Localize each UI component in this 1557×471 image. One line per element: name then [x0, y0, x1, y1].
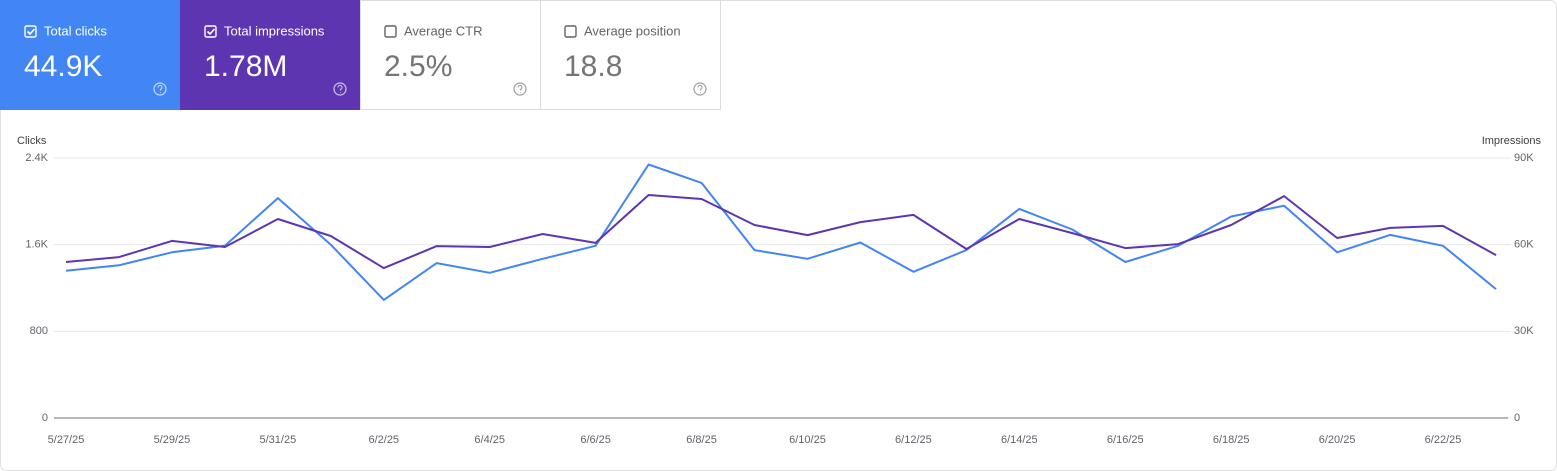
- help-icon-mark: [517, 84, 523, 93]
- help-icon-mark: [697, 84, 703, 93]
- y2-tick-label: 90K: [1514, 152, 1534, 164]
- card-label: Average CTR: [404, 23, 483, 38]
- card-background: [0, 0, 181, 110]
- x-tick-label: 6/6/25: [580, 434, 611, 446]
- help-icon-mark: [337, 84, 343, 93]
- y2-tick-label: 60K: [1514, 239, 1534, 251]
- card-label: Total impressions: [224, 23, 325, 38]
- checkbox: [564, 25, 577, 38]
- series-line: [65, 194, 1497, 270]
- x-tick-label: 6/8/25: [686, 434, 717, 446]
- y-tick-label: 1.6K: [25, 239, 48, 251]
- x-tick-label: 5/31/25: [260, 434, 297, 446]
- x-tick-label: 5/27/25: [48, 434, 85, 446]
- checkbox: [384, 25, 397, 38]
- x-tick-label: 6/18/25: [1213, 434, 1250, 446]
- help-icon: [153, 82, 167, 96]
- card-label: Total clicks: [44, 23, 107, 38]
- card-label: Average position: [584, 23, 681, 38]
- help-icon: [693, 82, 707, 96]
- metric-card[interactable]: Average position 18.8: [540, 0, 721, 110]
- metric-card[interactable]: Average CTR 2.5%: [360, 0, 541, 110]
- card-value: 1.78M: [204, 50, 287, 83]
- x-tick-label: 6/4/25: [474, 434, 505, 446]
- card-value: 18.8: [564, 50, 622, 83]
- x-tick-label: 5/29/25: [154, 434, 191, 446]
- x-tick-label: 6/2/25: [368, 434, 399, 446]
- checkmark: [26, 28, 36, 36]
- x-tick-label: 6/10/25: [789, 434, 826, 446]
- y-tick-label: 2.4K: [25, 152, 48, 164]
- y-tick-label: 0: [42, 412, 48, 424]
- checkmark: [206, 28, 216, 36]
- card-value: 44.9K: [24, 50, 102, 83]
- x-tick-label: 6/12/25: [895, 434, 932, 446]
- y-tick-label: 800: [30, 325, 48, 337]
- card-value: 2.5%: [384, 50, 452, 83]
- x-tick-label: 6/16/25: [1107, 434, 1144, 446]
- y2-tick-label: 0: [1514, 412, 1520, 424]
- x-tick-label: 6/22/25: [1425, 434, 1462, 446]
- card-background: [180, 0, 361, 110]
- card-background: [360, 0, 541, 110]
- y-axis-title: Clicks: [17, 135, 47, 147]
- help-icon: [513, 82, 527, 96]
- help-icon-mark: [157, 84, 163, 93]
- metric-card[interactable]: Total impressions 1.78M: [180, 0, 361, 110]
- x-tick-label: 6/14/25: [1001, 434, 1038, 446]
- checkbox: [204, 25, 217, 38]
- y2-tick-label: 30K: [1514, 325, 1534, 337]
- x-tick-label: 6/20/25: [1319, 434, 1356, 446]
- y2-axis-title: Impressions: [1482, 135, 1542, 147]
- metric-card[interactable]: Total clicks 44.9K: [0, 0, 181, 110]
- help-icon: [333, 82, 347, 96]
- card-background: [540, 0, 721, 110]
- checkbox: [24, 25, 37, 38]
